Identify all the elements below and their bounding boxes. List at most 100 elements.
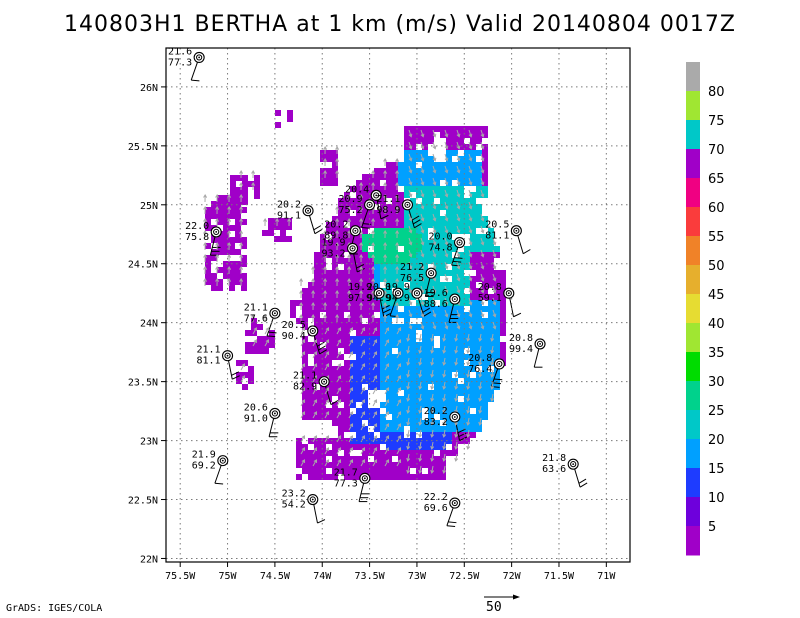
- station-humidity: 83.2: [424, 417, 448, 428]
- station-temperature: 21.2: [400, 262, 424, 273]
- station-marker: [449, 497, 461, 509]
- reference-vector-label: 50: [486, 600, 502, 615]
- station-humidity: 88.6: [424, 299, 448, 310]
- station-temperature: 20.2: [324, 220, 348, 231]
- colorbar-swatch: [686, 294, 700, 324]
- station-humidity: 94.9: [367, 293, 391, 304]
- colorbar-label: 80: [708, 85, 725, 100]
- y-tick-label: 26N: [140, 83, 158, 94]
- station-temperature: 22.2: [424, 492, 448, 503]
- y-tick-label: 24N: [140, 319, 158, 330]
- colorbar-label: 15: [708, 462, 725, 477]
- colorbar-swatch: [686, 526, 700, 556]
- station-humidity: 97.9: [348, 293, 372, 304]
- station-temperature: 20.6: [244, 402, 268, 413]
- colorbar-label: 20: [708, 433, 725, 448]
- station-temperature: 20.2: [424, 406, 448, 417]
- colorbar-swatch: [686, 62, 700, 92]
- colorbar-swatch: [686, 207, 700, 237]
- station-marker: [269, 307, 281, 319]
- station-humidity: 98.9: [376, 205, 400, 216]
- station-temperature: 19.6: [424, 288, 448, 299]
- x-tick-label: 73.5W: [355, 571, 386, 582]
- station-marker: [401, 199, 414, 211]
- colorbar-swatch: [686, 381, 700, 411]
- station-marker: [269, 407, 281, 420]
- station-marker: [510, 225, 522, 237]
- station-temperature: 20.5: [282, 320, 306, 331]
- y-tick-label: 23.5N: [128, 378, 158, 389]
- station-marker: [454, 236, 466, 249]
- colorbar-label: 60: [708, 201, 725, 216]
- station-temperature: 20.9: [338, 194, 362, 205]
- x-tick-label: 74.5W: [260, 571, 291, 582]
- station-temperature: 21.8: [542, 453, 566, 464]
- station-humidity: 90.4: [282, 331, 306, 342]
- colorbar-swatch: [686, 352, 700, 382]
- station-humidity: 74.8: [428, 243, 452, 254]
- x-tick-label: 75W: [219, 571, 238, 582]
- station-humidity: 94.9: [386, 293, 410, 304]
- station-humidity: 93.2: [321, 248, 345, 259]
- grads-credit: GrADS: IGES/COLA: [6, 603, 103, 614]
- station-marker: [449, 293, 461, 305]
- station-marker: [359, 472, 371, 484]
- colorbar-swatch: [686, 410, 700, 440]
- station-humidity: 69.6: [424, 503, 448, 514]
- colorbar-label: 10: [708, 491, 725, 506]
- x-tick-label: 73W: [408, 571, 427, 582]
- colorbar-swatch: [686, 149, 700, 179]
- station-marker: [503, 287, 515, 299]
- colorbar-label: 75: [708, 114, 725, 129]
- station-humidity: 91.0: [244, 413, 268, 424]
- station-marker: [567, 458, 579, 470]
- station-humidity: 81.1: [196, 356, 220, 367]
- station-temperature: 21.1: [196, 345, 220, 356]
- station-humidity: 99.4: [509, 344, 533, 355]
- wind-vectors: [203, 129, 497, 474]
- colorbar-label: 35: [708, 346, 725, 361]
- colorbar-label: 45: [708, 288, 725, 303]
- colorbar-swatch: [686, 120, 700, 150]
- station-marker: [449, 411, 461, 423]
- station-marker: [210, 226, 222, 238]
- colorbar-swatch: [686, 178, 700, 208]
- station-temperature: 20.4: [345, 184, 369, 195]
- station-marker: [411, 287, 423, 299]
- station-marker: [307, 493, 319, 506]
- station-humidity: 59.1: [478, 293, 502, 304]
- y-tick-label: 22.5N: [128, 496, 158, 507]
- station-marker: [364, 199, 376, 211]
- station-humidity: 89.8: [324, 231, 348, 242]
- station-marker: [307, 325, 319, 337]
- station-marker: [349, 225, 361, 237]
- chart-title: 140803H1 BERTHA at 1 km (m/s) Valid 2014…: [64, 12, 736, 37]
- colorbar-label: 30: [708, 375, 725, 390]
- colorbar-swatch: [686, 439, 700, 469]
- station-marker: [346, 242, 359, 254]
- station-temperature: 21.6: [168, 46, 192, 57]
- station-marker: [193, 51, 205, 63]
- x-tick-label: 72W: [503, 571, 522, 582]
- station-temperature: 23.2: [282, 489, 306, 500]
- y-axis-ticks: 22N 22.5N 23N 23.5N 24N 24.5N 25N 25.5N 26N: [128, 83, 166, 565]
- station-humidity: 75.2: [338, 205, 362, 216]
- x-tick-label: 71.5W: [544, 571, 575, 582]
- station-marker: [425, 267, 437, 279]
- station-humidity: 75.8: [185, 232, 209, 243]
- station-marker: [493, 358, 505, 370]
- observation-stations: 21.677.320.291.122.075.820.420.975.221.1…: [168, 46, 579, 514]
- station-humidity: 77.3: [168, 57, 192, 68]
- colorbar-label: 25: [708, 404, 725, 419]
- y-tick-label: 22N: [140, 554, 158, 565]
- station-humidity: 54.2: [282, 500, 306, 511]
- station-marker: [222, 350, 234, 362]
- colorbar-label: 40: [708, 317, 725, 332]
- station-humidity: 77.3: [334, 478, 358, 489]
- station-humidity: 77.6: [244, 313, 268, 324]
- reference-vector: [484, 594, 520, 600]
- x-tick-label: 74W: [313, 571, 332, 582]
- y-tick-label: 23N: [140, 437, 158, 448]
- station-marker: [370, 189, 382, 201]
- colorbar-swatch: [686, 497, 700, 527]
